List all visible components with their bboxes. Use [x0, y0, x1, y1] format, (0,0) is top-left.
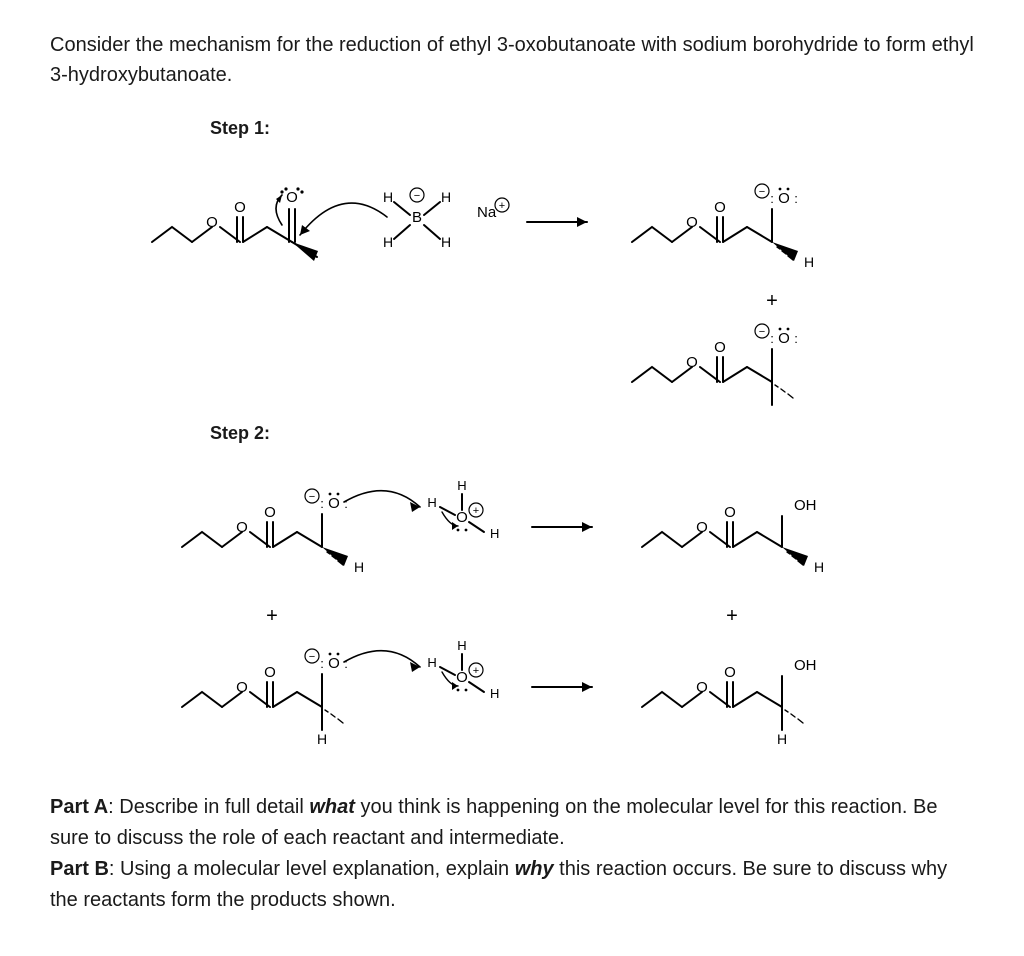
- svg-text:+: +: [266, 605, 278, 627]
- part-a-text1: : Describe in full detail: [108, 796, 309, 818]
- svg-text:O: O: [686, 354, 698, 371]
- svg-text:O: O: [456, 509, 468, 526]
- svg-text:Na: Na: [477, 204, 497, 221]
- svg-text:H: H: [441, 234, 451, 250]
- svg-text:H: H: [767, 406, 777, 407]
- part-b-text1: : Using a molecular level explanation, e…: [109, 858, 515, 880]
- svg-text:−: −: [309, 491, 315, 503]
- svg-text::: :: [344, 656, 348, 671]
- svg-text::: :: [794, 191, 798, 206]
- svg-text:O: O: [696, 519, 708, 536]
- svg-text:H: H: [427, 495, 436, 510]
- svg-text:−: −: [309, 651, 315, 663]
- svg-text::: :: [770, 331, 774, 346]
- svg-text:+: +: [499, 200, 505, 212]
- svg-text:H: H: [317, 731, 327, 747]
- part-a-label: Part A: [50, 796, 108, 818]
- part-b-emph: why: [515, 858, 554, 880]
- part-b-label: Part B: [50, 858, 109, 880]
- svg-text:O: O: [206, 214, 218, 231]
- svg-text:H: H: [814, 559, 824, 575]
- svg-text:O: O: [696, 679, 708, 696]
- svg-text:O: O: [286, 189, 298, 206]
- svg-text:O: O: [328, 495, 340, 512]
- svg-text:O: O: [236, 679, 248, 696]
- svg-text:H: H: [383, 189, 393, 205]
- svg-text::: :: [320, 656, 324, 671]
- svg-text:H: H: [490, 526, 499, 541]
- svg-text:−: −: [759, 186, 765, 198]
- svg-text:+: +: [473, 505, 479, 517]
- svg-text:OH: OH: [794, 657, 817, 674]
- svg-text:−: −: [759, 326, 765, 338]
- svg-text:H: H: [457, 638, 466, 653]
- intro-text: Consider the mechanism for the reduction…: [50, 30, 974, 90]
- svg-text::: :: [770, 191, 774, 206]
- svg-text:H: H: [427, 655, 436, 670]
- svg-text:+: +: [766, 290, 778, 312]
- part-a-emph: what: [309, 796, 355, 818]
- svg-text::: :: [344, 496, 348, 511]
- svg-text:O: O: [724, 504, 736, 521]
- svg-text:O: O: [264, 504, 276, 521]
- svg-text:O: O: [778, 190, 790, 207]
- part-a: Part A: Describe in full detail what you…: [50, 792, 974, 854]
- svg-text:H: H: [441, 189, 451, 205]
- svg-text:O: O: [714, 199, 726, 216]
- svg-text:OH: OH: [794, 497, 817, 514]
- svg-text::: :: [794, 331, 798, 346]
- svg-text:H: H: [383, 234, 393, 250]
- svg-text:−: −: [414, 190, 420, 202]
- svg-text:O: O: [714, 339, 726, 356]
- svg-text:O: O: [456, 669, 468, 686]
- svg-text::: :: [320, 496, 324, 511]
- svg-text:O: O: [236, 519, 248, 536]
- step2-scheme: O O O : : − H: [132, 452, 892, 772]
- svg-text:O: O: [686, 214, 698, 231]
- svg-text:H: H: [354, 559, 364, 575]
- step1-scheme: O O O: [132, 147, 892, 407]
- step2-label: Step 2:: [210, 423, 974, 444]
- svg-text:O: O: [724, 664, 736, 681]
- svg-text:H: H: [777, 731, 787, 747]
- svg-text:B: B: [412, 209, 422, 226]
- svg-text:O: O: [778, 330, 790, 347]
- part-b: Part B: Using a molecular level explanat…: [50, 854, 974, 916]
- svg-text:H: H: [490, 686, 499, 701]
- svg-text:+: +: [726, 605, 738, 627]
- questions-block: Part A: Describe in full detail what you…: [50, 792, 974, 916]
- svg-text:O: O: [328, 655, 340, 672]
- svg-text:O: O: [264, 664, 276, 681]
- svg-text:O: O: [234, 199, 246, 216]
- step1-label: Step 1:: [210, 118, 974, 139]
- svg-text:H: H: [804, 254, 814, 270]
- svg-text:+: +: [473, 665, 479, 677]
- svg-text:H: H: [457, 478, 466, 493]
